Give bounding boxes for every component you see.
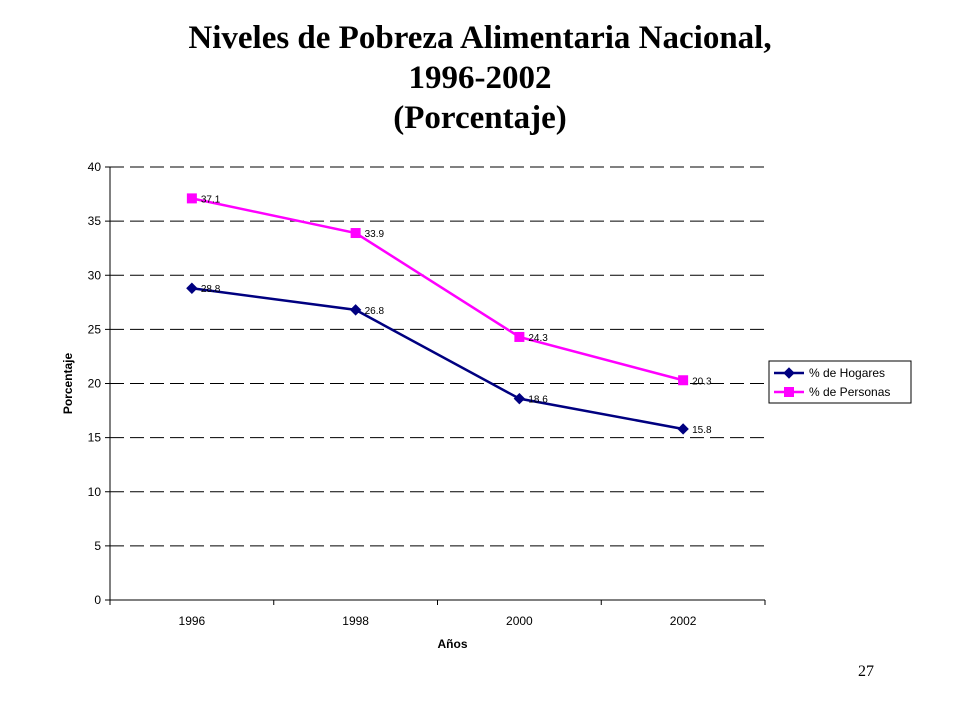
- y-tick-label: 40: [88, 160, 102, 174]
- data-label: 18.6: [528, 395, 548, 406]
- axis-layer: Porcentaje Años 0 5 10 15 20 25 30 35 40 1996 1998…: [61, 160, 766, 651]
- legend: % de Hogares % de Personas: [768, 360, 912, 404]
- data-point: [186, 193, 197, 204]
- legend-label: % de Hogares: [809, 366, 885, 380]
- legend-marker: [783, 367, 795, 379]
- x-axis-title: Años: [438, 637, 468, 651]
- data-point: [678, 375, 689, 386]
- title-line-1: Niveles de Pobreza Alimentaria Nacional,: [188, 20, 772, 56]
- legend-marker: [784, 387, 794, 397]
- y-tick-label: 0: [94, 593, 101, 607]
- legend-label: % de Personas: [809, 385, 890, 399]
- title-line-3: (Porcentaje): [393, 100, 567, 136]
- grid-layer: [110, 166, 765, 547]
- series-line: [191, 197, 684, 382]
- y-tick-label: 5: [94, 539, 101, 553]
- y-axis-title: Porcentaje: [61, 352, 75, 414]
- data-label: 20.3: [692, 376, 712, 387]
- x-tick-label: 1998: [342, 614, 369, 628]
- title-line-2: 1996-2002: [408, 60, 552, 96]
- data-point: [350, 228, 361, 239]
- data-label: 33.9: [365, 229, 385, 240]
- y-tick-label: 30: [88, 268, 102, 282]
- series-layer: 28.8 26.8 18.6 15.8 37.1 33.9 24.3 20.3: [186, 193, 712, 436]
- page-number: 27: [858, 663, 874, 680]
- y-tick-label: 10: [88, 485, 102, 499]
- series-2: 37.1 33.9 24.3 20.3: [186, 193, 712, 387]
- data-label: 26.8: [365, 306, 385, 317]
- chart-title: Niveles de Pobreza Alimentaria Nacional,…: [0, 18, 960, 138]
- data-label: 15.8: [692, 425, 712, 436]
- x-tick-label: 2000: [506, 614, 533, 628]
- series-line: [191, 287, 684, 431]
- x-tick-label: 1996: [179, 614, 206, 628]
- data-point: [677, 423, 689, 435]
- y-tick-label: 35: [88, 214, 102, 228]
- y-tick-label: 25: [88, 322, 102, 336]
- y-tick-label: 15: [88, 431, 102, 445]
- data-label: 37.1: [201, 194, 221, 205]
- data-point: [349, 304, 362, 316]
- data-point: [514, 331, 525, 342]
- data-point: [186, 282, 198, 294]
- series-1: 28.8 26.8 18.6 15.8: [186, 282, 712, 436]
- data-label: 28.8: [201, 284, 221, 295]
- data-point: [513, 392, 526, 405]
- y-tick-label: 20: [88, 377, 102, 391]
- x-tick-label: 2002: [670, 614, 697, 628]
- data-label: 24.3: [528, 333, 548, 344]
